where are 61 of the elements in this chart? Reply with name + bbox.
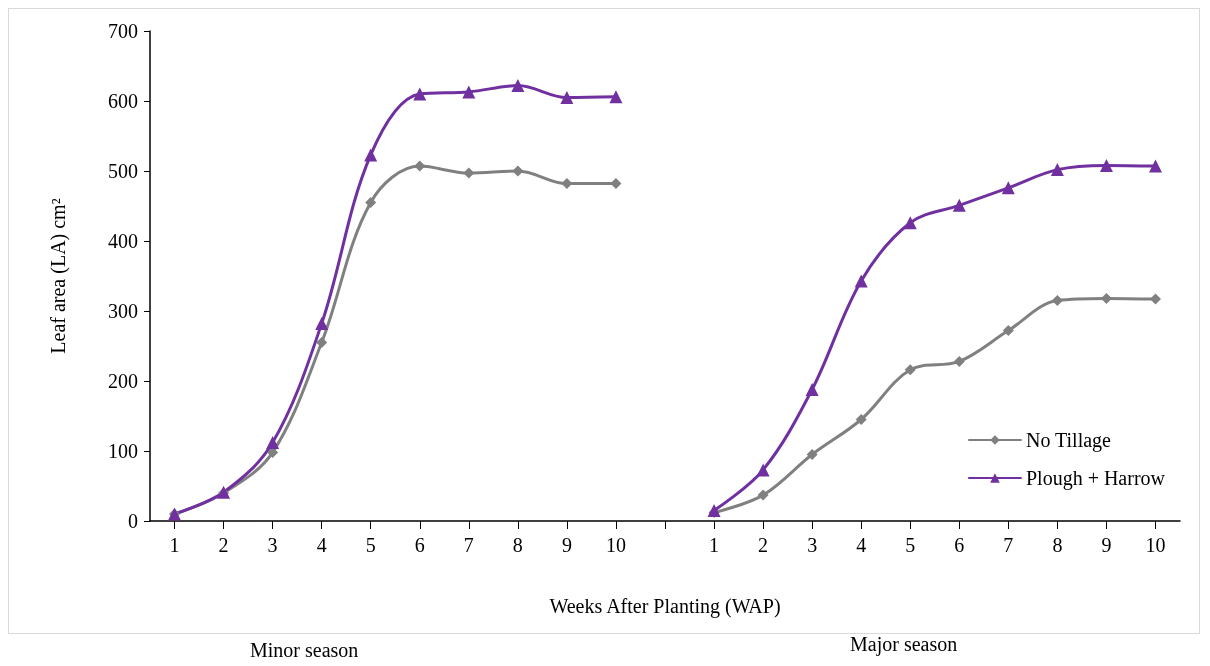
point — [1148, 159, 1162, 173]
point — [1051, 295, 1063, 306]
point — [266, 436, 280, 450]
y-tick-label: 400 — [108, 230, 138, 252]
x-tick-label: 1 — [169, 534, 180, 556]
x-tick-label: 9 — [561, 534, 572, 556]
x-tick-label: 4 — [316, 534, 327, 556]
point — [756, 463, 770, 477]
x-tick-label: 4 — [856, 534, 867, 556]
point — [560, 91, 574, 104]
y-tick-label: 600 — [108, 90, 138, 112]
point — [413, 87, 427, 101]
text: Minor season — [250, 639, 359, 661]
point — [511, 79, 525, 93]
x-tick-label: 2 — [758, 534, 769, 556]
x-tick-label: 7 — [463, 534, 474, 556]
y-axis-title: Leaf area (LA) cm² — [47, 198, 70, 354]
legend-label: Plough + Harrow — [1025, 467, 1166, 490]
point — [1002, 325, 1014, 337]
point — [462, 85, 476, 99]
point — [952, 198, 966, 212]
y-tick-label: 100 — [108, 440, 138, 462]
x-tick-label: 9 — [1101, 534, 1112, 556]
x-tick-label: 1 — [709, 534, 720, 556]
x-tick-label: 5 — [905, 534, 916, 556]
point — [365, 197, 377, 208]
point — [315, 317, 329, 331]
x-tick-label: 10 — [1145, 534, 1166, 556]
point — [805, 382, 819, 396]
point — [854, 274, 868, 288]
x-tick-label: 7 — [1003, 534, 1014, 556]
x-tick-label: 8 — [512, 534, 523, 556]
x-tick-label: 6 — [414, 534, 425, 556]
point — [757, 489, 769, 501]
point — [904, 364, 916, 376]
point — [1050, 163, 1064, 177]
x-tick-label: 3 — [267, 534, 278, 556]
x-tick-label: 2 — [218, 534, 229, 556]
x-tick-label: 5 — [365, 534, 376, 556]
x-tick-label: 8 — [1052, 534, 1063, 556]
point — [1001, 181, 1015, 195]
y-tick-label: 200 — [108, 370, 138, 392]
point — [1099, 158, 1113, 172]
point — [855, 414, 867, 425]
x-tick-label: 10 — [605, 534, 626, 556]
x-tick-label: 6 — [954, 534, 965, 556]
point — [512, 165, 524, 177]
point — [903, 216, 917, 230]
y-tick-label: 700 — [108, 20, 138, 42]
point — [953, 355, 965, 367]
point — [609, 90, 623, 104]
point — [316, 337, 328, 348]
legend-label: No Tillage — [1025, 429, 1112, 452]
y-tick-label: 500 — [108, 160, 138, 182]
x-tick-label: 3 — [807, 534, 818, 556]
point — [364, 148, 378, 162]
y-tick-label: 0 — [128, 510, 138, 532]
x-axis-title: Weeks After Planting (WAP) — [549, 595, 781, 618]
point — [806, 449, 818, 460]
y-tick-label: 300 — [108, 300, 138, 322]
text: Major season — [850, 633, 958, 656]
